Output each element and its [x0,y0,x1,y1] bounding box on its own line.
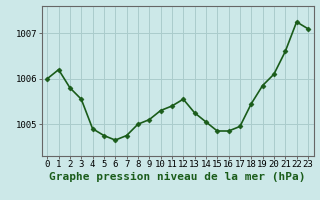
X-axis label: Graphe pression niveau de la mer (hPa): Graphe pression niveau de la mer (hPa) [49,172,306,182]
